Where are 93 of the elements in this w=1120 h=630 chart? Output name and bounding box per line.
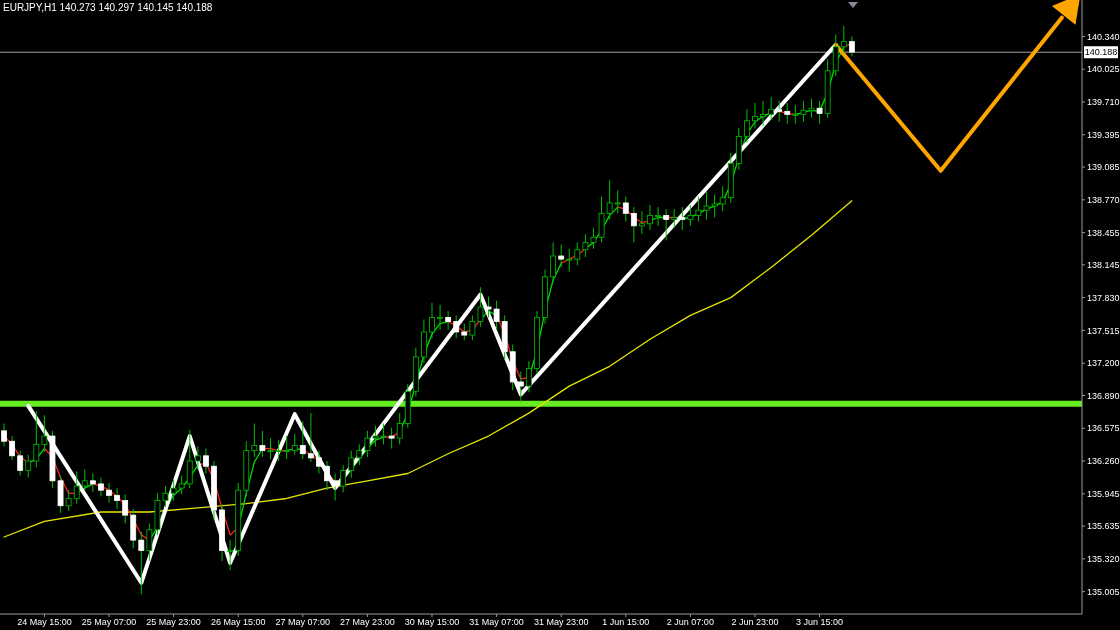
candlestick xyxy=(647,204,653,231)
candlestick xyxy=(848,35,855,57)
candlestick xyxy=(453,314,460,339)
candlestick xyxy=(558,244,565,268)
candlestick xyxy=(566,248,573,273)
y-tick-label: 138.145 xyxy=(1087,260,1120,271)
candlestick xyxy=(663,208,670,241)
y-tick-label: 139.710 xyxy=(1087,97,1120,108)
y-tick-label: 140.025 xyxy=(1087,64,1120,75)
x-tick-label: 30 May 15:00 xyxy=(404,617,460,628)
candlestick xyxy=(89,473,96,493)
y-tick-label: 135.005 xyxy=(1087,586,1120,597)
candlestick xyxy=(784,102,791,125)
candlestick xyxy=(114,487,120,510)
candlestick xyxy=(203,448,209,475)
y-tick-label: 136.575 xyxy=(1087,423,1120,434)
ref-line-label: 140.188 xyxy=(1084,47,1118,58)
candlestick xyxy=(768,96,775,121)
candlestick xyxy=(1,423,7,447)
y-tick-label: 139.085 xyxy=(1087,162,1120,173)
candlestick xyxy=(744,108,750,144)
candlestick xyxy=(41,414,48,453)
y-tick-label: 138.770 xyxy=(1087,195,1120,206)
y-tick-label: 137.830 xyxy=(1087,292,1120,303)
candlestick xyxy=(251,423,258,458)
candlestick xyxy=(356,443,363,466)
x-tick-label: 25 May 23:00 xyxy=(146,617,201,628)
candlestick xyxy=(340,464,347,493)
candlestick xyxy=(396,412,403,445)
candlestick xyxy=(122,493,129,524)
candlestick xyxy=(832,33,839,77)
y-tick-label: 136.890 xyxy=(1087,390,1120,401)
candlestick xyxy=(194,445,201,470)
candlestick xyxy=(630,206,637,243)
candlestick xyxy=(98,477,104,497)
candlestick xyxy=(348,450,355,479)
x-tick-label: 27 May 23:00 xyxy=(340,617,395,628)
x-tick-label: 2 Jun 07:00 xyxy=(666,617,714,628)
candlestick xyxy=(178,475,185,495)
candlestick xyxy=(9,435,16,461)
y-tick-label: 136.260 xyxy=(1087,456,1120,467)
x-tick-label: 31 May 23:00 xyxy=(533,617,589,628)
candlestick xyxy=(719,185,726,212)
candlestick xyxy=(445,310,452,331)
x-tick-label: 25 May 07:00 xyxy=(81,617,137,628)
candlestick xyxy=(65,489,72,512)
y-tick-label: 135.635 xyxy=(1087,521,1120,532)
line-series xyxy=(3,200,853,538)
candlestick xyxy=(671,208,678,229)
chart-title: EURJPY,H1 140.273 140.297 140.145 140.188 xyxy=(3,2,213,13)
candlestick xyxy=(299,420,306,460)
x-tick-label: 31 May 07:00 xyxy=(469,617,524,628)
x-tick-label: 3 Jun 15:00 xyxy=(796,617,844,628)
candlestick xyxy=(186,429,193,489)
x-tick-label: 24 May 15:00 xyxy=(17,617,72,628)
y-tick-label: 140.340 xyxy=(1087,31,1120,42)
y-tick-label: 135.945 xyxy=(1087,489,1120,499)
candlestick xyxy=(752,102,758,129)
y-tick-label: 139.395 xyxy=(1087,129,1120,140)
y-tick-label: 137.515 xyxy=(1087,325,1120,336)
candlestick xyxy=(679,206,686,231)
candlestick xyxy=(840,25,847,54)
candlestick xyxy=(437,304,443,331)
candlestick xyxy=(106,482,112,504)
candlestick xyxy=(655,206,661,227)
y-tick-label: 135.320 xyxy=(1087,554,1120,565)
candlestick xyxy=(622,196,629,223)
candlestick xyxy=(316,450,322,475)
x-tick-label: 1 Jun 15:00 xyxy=(602,617,650,628)
y-tick-label: 137.200 xyxy=(1087,358,1120,369)
x-tick-label: 26 May 15:00 xyxy=(210,617,266,628)
candlestick xyxy=(525,360,532,393)
candlestick xyxy=(73,470,80,505)
candlestick xyxy=(332,473,338,502)
candlestick xyxy=(25,454,32,479)
candlestick xyxy=(81,468,88,491)
candlestick xyxy=(517,371,524,403)
y-tick-label: 138.455 xyxy=(1087,227,1120,238)
candlestick xyxy=(574,241,581,266)
candlestick xyxy=(429,302,435,339)
candlestick xyxy=(639,210,645,235)
candlestick xyxy=(307,412,314,463)
candlestick xyxy=(550,241,557,283)
candlestick xyxy=(324,460,330,491)
candlestick xyxy=(614,189,621,214)
candlestick xyxy=(291,433,298,456)
x-tick-label: 27 May 07:00 xyxy=(275,617,331,628)
x-tick-label: 2 Jun 23:00 xyxy=(731,617,779,628)
candlestick xyxy=(776,100,783,123)
candlestick xyxy=(33,410,40,468)
candlestick xyxy=(17,450,24,477)
candlestick xyxy=(227,539,234,571)
candlestick xyxy=(760,100,766,127)
